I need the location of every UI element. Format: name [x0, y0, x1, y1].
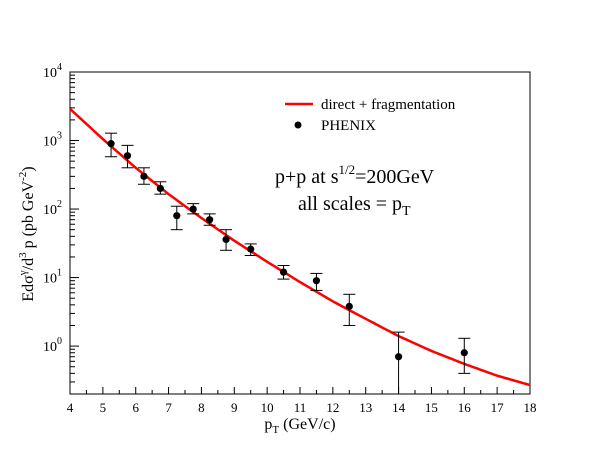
data-point-group	[310, 272, 323, 291]
data-point	[206, 216, 214, 224]
x-tick-label: 16	[458, 400, 472, 415]
data-point	[247, 245, 255, 253]
data-point-group	[137, 167, 150, 185]
x-tick-label: 9	[231, 400, 238, 415]
y-tick-label: 102	[43, 199, 62, 218]
y-axis-label: Edσγ/d3 p (pb GeV-2)	[17, 166, 37, 301]
x-tick-label: 5	[100, 400, 107, 415]
legend-label-theory: direct + fragmentation	[321, 97, 456, 113]
data-point-group	[105, 132, 118, 158]
x-tick-label: 14	[392, 400, 406, 415]
x-tick-label: 8	[198, 400, 205, 415]
y-tick-label: 101	[43, 268, 62, 287]
y-axis-ticks: 100 101 102 103 104	[43, 62, 79, 395]
data-point	[140, 172, 148, 180]
data-point-group	[458, 337, 471, 374]
legend: direct + fragmentation PHENIX	[285, 97, 456, 134]
legend-marker-swatch	[294, 121, 302, 129]
x-tick-label: 4	[67, 400, 74, 415]
x-tick-label: 18	[524, 400, 537, 415]
x-axis-label: pT (GeV/c)	[264, 416, 335, 436]
x-tick-label: 10	[261, 400, 274, 415]
theory-curve-layer	[69, 107, 531, 387]
data-point-group	[277, 265, 290, 280]
data-point	[156, 184, 164, 193]
data-point	[460, 349, 468, 357]
data-point-group	[343, 293, 356, 326]
data-point	[394, 353, 403, 361]
y-tick-label: 100	[43, 336, 62, 355]
data-point-group	[392, 331, 405, 395]
y-tick-label: 104	[43, 62, 62, 81]
data-point-group	[244, 243, 257, 256]
data-point-group	[203, 213, 216, 226]
data-point	[312, 277, 321, 285]
annotation-collision: p+p at s1/2=200GeV	[275, 162, 435, 188]
data-points-layer	[105, 132, 471, 395]
data-point	[345, 302, 353, 310]
data-point	[279, 268, 288, 276]
data-point	[189, 205, 197, 213]
data-point	[222, 235, 230, 244]
y-tick-label: 103	[43, 131, 62, 150]
data-point-group	[187, 203, 200, 215]
x-axis-ticks: 4 5 6 7 8 9 10 11 12 13 14 15 16 17 18	[67, 387, 537, 415]
data-point	[173, 212, 181, 220]
data-point-group	[220, 229, 233, 251]
x-tick-label: 17	[491, 400, 505, 415]
x-tick-label: 13	[359, 400, 372, 415]
x-tick-label: 12	[326, 400, 339, 415]
x-tick-label: 11	[294, 400, 307, 415]
data-point-group	[121, 144, 134, 169]
data-point	[107, 140, 115, 148]
x-tick-label: 6	[132, 400, 139, 415]
theory-curve	[69, 107, 531, 387]
data-point-group	[154, 181, 167, 195]
annotation-scales: all scales = pT	[298, 193, 411, 219]
legend-label-data: PHENIX	[321, 118, 376, 134]
data-point-group	[170, 205, 183, 231]
x-tick-label: 7	[165, 400, 172, 415]
data-point	[123, 152, 132, 160]
x-tick-label: 15	[425, 400, 438, 415]
plot-frame	[69, 71, 531, 395]
